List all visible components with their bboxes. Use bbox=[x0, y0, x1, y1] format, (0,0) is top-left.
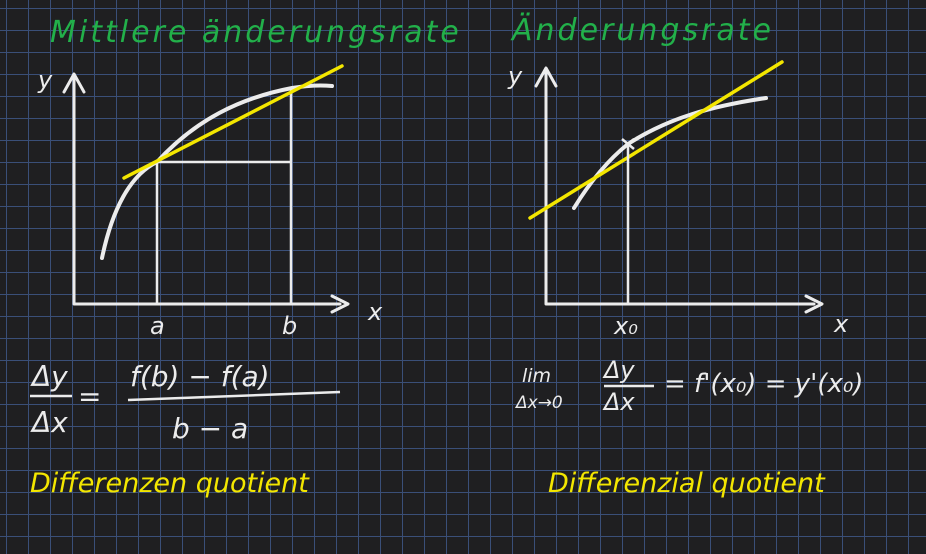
right-tangent-point-marker bbox=[621, 138, 635, 150]
left-y-axis-label: y bbox=[37, 66, 53, 94]
right-differential-quotient-formula: lim Δx→0 Δy Δx = f'(x₀) = y'(x₀) bbox=[514, 356, 863, 416]
right-y-arrow-icon bbox=[534, 66, 558, 88]
right-formula-lim-sub: Δx→0 bbox=[514, 393, 563, 413]
left-x-arrow-icon bbox=[330, 294, 350, 314]
right-x-arrow-icon bbox=[804, 294, 824, 314]
right-x-axis-label: x bbox=[833, 310, 849, 338]
left-function-curve bbox=[100, 83, 334, 260]
left-formula-denominator: b − a bbox=[172, 412, 248, 445]
left-formula-fraction-bar bbox=[127, 390, 341, 402]
right-formula-dx: Δx bbox=[602, 388, 635, 416]
right-function-curve bbox=[572, 96, 768, 210]
left-x-axis-label: x bbox=[367, 298, 383, 326]
left-title: Mittlere änderungsrate bbox=[50, 15, 462, 50]
right-tangent-line bbox=[528, 60, 784, 220]
left-formula-dx: Δx bbox=[30, 406, 68, 439]
right-caption: Differenzial quotient bbox=[548, 468, 826, 499]
right-axes bbox=[544, 70, 816, 306]
left-panel: Mittlere änderungsrate y x a b Δy Δx = f… bbox=[30, 15, 462, 499]
left-y-arrow-icon bbox=[62, 72, 86, 94]
right-formula-derivative: = f'(x₀) = y'(x₀) bbox=[664, 369, 863, 399]
left-point-a-label: a bbox=[150, 312, 165, 340]
left-formula-numerator: f(b) − f(a) bbox=[130, 360, 270, 393]
right-y-axis-label: y bbox=[507, 62, 523, 90]
left-secant-line bbox=[122, 64, 344, 180]
right-formula-lim: lim bbox=[522, 365, 551, 387]
right-formula-dy: Δy bbox=[602, 356, 635, 384]
left-axes bbox=[72, 76, 342, 306]
left-formula-equals: = bbox=[78, 380, 101, 413]
left-caption: Differenzen quotient bbox=[30, 468, 310, 499]
left-formula-dy: Δy bbox=[30, 360, 68, 393]
left-difference-quotient-formula: Δy Δx = f(b) − f(a) b − a bbox=[30, 360, 341, 445]
right-title: Änderungsrate bbox=[510, 12, 774, 48]
left-point-b-label: b bbox=[282, 312, 297, 340]
right-point-x0-label: x₀ bbox=[613, 312, 638, 340]
right-panel: Änderungsrate y x x₀ lim Δx→0 Δy Δx = f'… bbox=[507, 12, 863, 499]
